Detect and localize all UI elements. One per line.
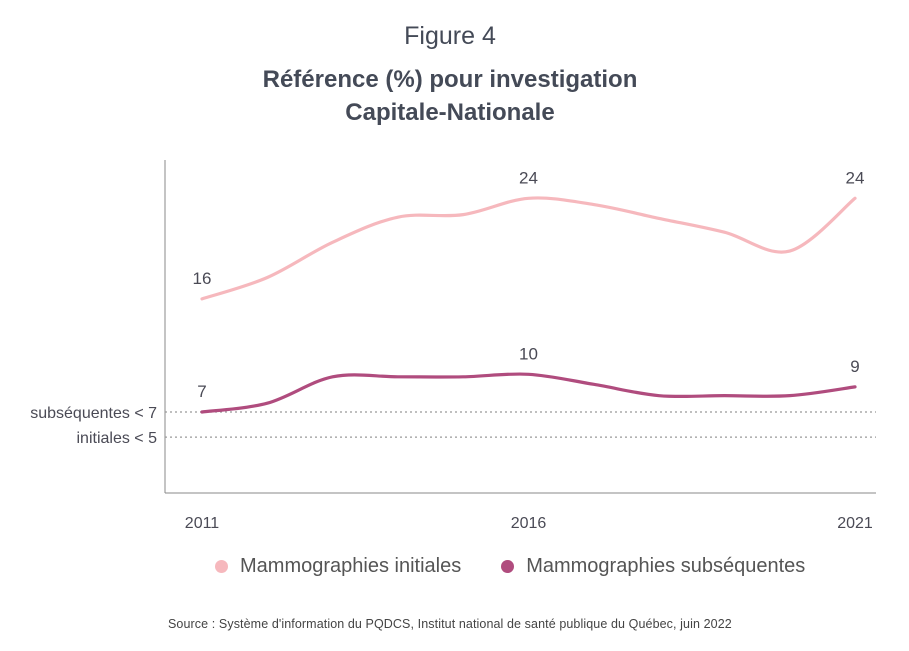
legend-label-subsequentes: Mammographies subséquentes xyxy=(526,555,806,577)
series-line-0 xyxy=(200,196,857,301)
legend-item-initiales: Mammographies initiales xyxy=(215,555,461,578)
legend-item-subsequentes: Mammographies subséquentes xyxy=(501,555,805,578)
title-line-2: Capitale-Nationale xyxy=(345,99,555,126)
x-tick-label-2011: 2011 xyxy=(185,515,220,532)
title-line-1: Référence (%) pour investigation xyxy=(262,66,638,93)
data-label-1-10: 9 xyxy=(850,357,859,376)
data-label-0-0: 16 xyxy=(193,269,212,288)
chart-title: Référence (%) pour investigation Capital… xyxy=(0,63,909,129)
data-label-0-5: 24 xyxy=(519,168,538,187)
legend-marker-subsequentes xyxy=(501,560,515,573)
legend: Mammographies initiales Mammographies su… xyxy=(215,555,805,578)
x-tick-label-2021: 2021 xyxy=(837,515,873,532)
reference-label-1: initiales < 5 xyxy=(77,430,158,447)
legend-marker-initiales xyxy=(215,560,228,573)
data-label-0-10: 24 xyxy=(846,168,865,187)
reference-label-0: subséquentes < 7 xyxy=(30,405,157,422)
series-line-1 xyxy=(200,372,857,414)
legend-label-initiales: Mammographies initiales xyxy=(240,555,462,577)
data-label-1-0: 7 xyxy=(197,382,206,401)
source-note: Source : Système d'information du PQDCS,… xyxy=(168,617,732,631)
data-label-1-5: 10 xyxy=(519,344,538,363)
figure-label: Figure 4 xyxy=(404,22,496,50)
x-tick-label-2016: 2016 xyxy=(511,515,547,532)
